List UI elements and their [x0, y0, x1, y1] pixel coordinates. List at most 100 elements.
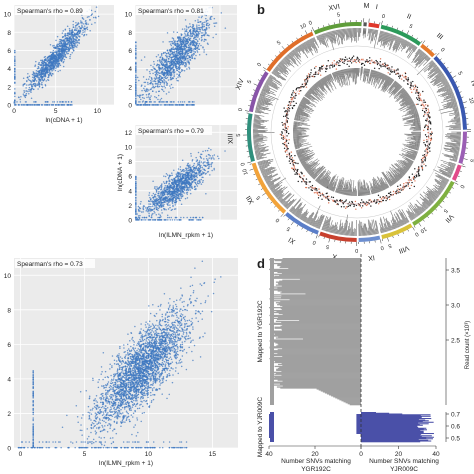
scatter-point [210, 162, 213, 164]
scatter-point [172, 194, 175, 197]
scatter-point [151, 219, 154, 221]
scatter-point [190, 186, 192, 189]
scatter-point [161, 80, 164, 82]
scatter-point [193, 50, 195, 52]
scatter-point [177, 76, 179, 78]
scatter-point [168, 186, 171, 188]
scatter-point [218, 157, 220, 160]
scatter-point [177, 60, 180, 62]
scatter-point [201, 29, 204, 31]
scatter-point [155, 96, 158, 99]
scatter-point [152, 200, 154, 203]
scatter-point [165, 199, 167, 202]
y-tick-label: 0 [128, 218, 132, 225]
scatter-point [208, 165, 210, 167]
scatter-point [212, 36, 214, 39]
scatter-point [177, 317, 180, 319]
scatter-point [157, 192, 159, 195]
scatter-point [193, 32, 195, 35]
scatter-point [138, 216, 141, 219]
scatter-point [157, 204, 160, 207]
scatter-point [79, 20, 82, 22]
scatter-point [183, 181, 186, 183]
scatter-point [156, 379, 158, 382]
scatter-point [69, 38, 71, 40]
scatter-point [143, 219, 145, 221]
scatter-point [35, 104, 38, 106]
scatter-point [64, 53, 67, 56]
scatter-point [192, 164, 195, 167]
scatter-point [174, 60, 177, 62]
scatter-point [176, 186, 178, 189]
scatter-point [154, 212, 156, 214]
scatter-point [68, 27, 71, 30]
scatter-point [187, 50, 189, 52]
scatter-point [175, 50, 178, 52]
scatter-point [191, 101, 194, 103]
scatter-point [103, 420, 105, 423]
scatter-point [57, 54, 59, 57]
scatter-point [135, 182, 137, 185]
scatter-point [178, 70, 180, 73]
scatter-point [75, 24, 78, 26]
scatter-point [179, 76, 181, 78]
scatter-point [74, 29, 76, 31]
scatter-point [28, 93, 30, 95]
scatter-point [182, 63, 184, 66]
scatter-point [23, 91, 26, 93]
scatter-point [69, 55, 71, 58]
scatter-point [171, 198, 173, 200]
scatter-point [190, 185, 193, 188]
scatter-point [166, 76, 169, 79]
scatter-point [58, 42, 61, 45]
scatter-point [206, 161, 208, 164]
scatter-point [156, 199, 158, 202]
scatter-point [28, 79, 31, 82]
y-tick-label: 2 [7, 84, 11, 91]
scatter-point [212, 157, 214, 159]
scatter-point [150, 79, 152, 82]
scatter-point [137, 215, 140, 217]
scatter-point [200, 39, 203, 42]
scatter-point [164, 104, 167, 106]
scatter-point [28, 75, 31, 77]
scatter-point [62, 51, 64, 53]
scatter-point [140, 219, 142, 221]
scatter-point [26, 84, 28, 86]
scatter-point [186, 186, 189, 189]
scatter-point [49, 72, 52, 74]
scatter-point [188, 178, 191, 181]
scatter-point [202, 32, 204, 34]
scatter-point [174, 63, 177, 65]
scatter-point [83, 23, 85, 25]
scatter-point [14, 51, 16, 54]
scatter-point [184, 30, 186, 32]
scatter-point [161, 361, 164, 364]
scatter-point [194, 57, 196, 60]
scatter-point [92, 438, 95, 441]
scatter-point [46, 71, 48, 73]
scatter-point [55, 64, 58, 67]
scatter-point [55, 57, 58, 59]
scatter-point [198, 43, 201, 45]
scatter-point [109, 437, 112, 439]
scatter-point [192, 23, 194, 26]
scatter-point [167, 219, 169, 221]
scatter-point [157, 77, 159, 79]
scatter-point [185, 104, 188, 106]
scatter-point [41, 59, 43, 61]
scatter-point [172, 66, 175, 68]
scatter-point [173, 180, 176, 183]
scatter-point [58, 63, 60, 65]
scatter-point [197, 180, 200, 182]
scatter-point [201, 23, 203, 26]
scatter-point [79, 27, 82, 30]
scatter-point [213, 22, 215, 25]
scatter-point [196, 25, 198, 28]
scatter-point [159, 67, 162, 69]
scatter-point [48, 61, 51, 64]
scatter-point [155, 189, 158, 192]
scatter-point [135, 209, 137, 211]
x-tick-label: 10 [145, 451, 153, 458]
scatter-point [81, 24, 83, 27]
